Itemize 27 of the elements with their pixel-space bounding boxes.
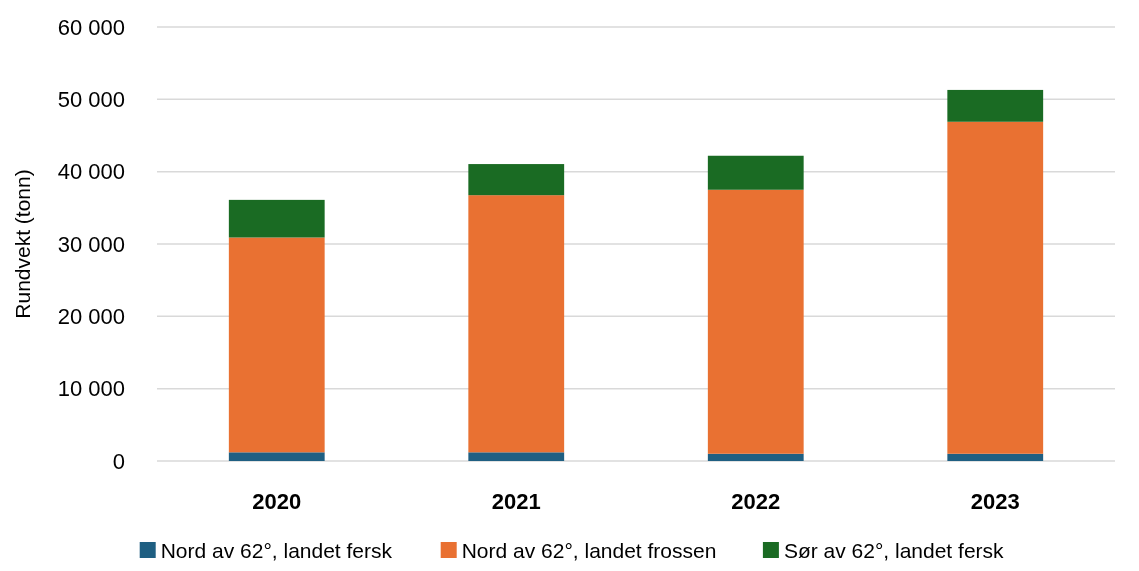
y-tick-label: 10 000 [57,376,125,402]
x-tick-label: 2021 [491,489,541,514]
x-tick-label: 2020 [252,489,302,514]
y-tick-label: 60 000 [57,14,125,40]
legend-label: Nord av 62°, landet fersk [160,539,393,562]
x-tick-label: 2023 [970,489,1020,514]
bar [947,121,1044,454]
x-tick-label: 2022 [731,489,781,514]
y-tick-label: 20 000 [57,304,125,330]
y-axis-title: Rundvekt (tonn) [11,169,34,319]
y-tick-label: 0 [112,448,125,474]
legend-label: Sør av 62°, landet fersk [783,539,1005,562]
bar [228,237,325,453]
y-tick-label: 40 000 [57,159,125,185]
bar [468,164,565,196]
bar [707,189,804,454]
bar [947,89,1044,122]
y-tick-label: 50 000 [57,87,125,113]
bar [228,199,325,238]
y-tick-label: 30 000 [57,231,125,257]
bar [468,195,565,453]
legend-label: Nord av 62°, landet frossen [461,539,717,562]
bar [468,452,565,461]
bar [947,453,1044,461]
bar [707,155,804,190]
bar [707,453,804,461]
bar [228,452,325,461]
